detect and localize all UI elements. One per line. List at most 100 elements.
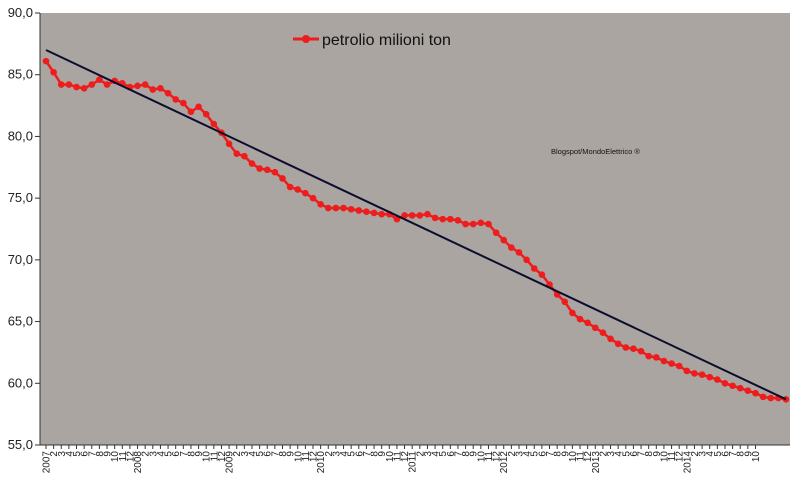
x-tick-label: 2011 [408, 451, 419, 473]
x-tick-label: 4 [156, 451, 167, 457]
data-point [439, 215, 447, 223]
data-point [530, 265, 538, 272]
data-point [88, 81, 96, 88]
x-tick-label: 11 [667, 451, 678, 462]
y-tick-label: 75,0 [8, 190, 33, 205]
x-tick-label: 2012 [499, 451, 510, 474]
x-tick-label: 5 [72, 451, 83, 457]
data-point [241, 152, 248, 160]
x-tick-label: 6 [354, 451, 365, 457]
x-tick-label: 5 [621, 451, 632, 457]
data-point [378, 210, 385, 218]
data-point [500, 236, 508, 244]
data-point [523, 256, 530, 264]
data-point [187, 108, 195, 116]
x-tick-label: 5 [347, 451, 358, 457]
y-tick-label: 60,0 [8, 375, 33, 390]
data-point [462, 220, 469, 228]
x-tick-label: 12 [583, 451, 594, 463]
data-point [622, 344, 630, 351]
data-point [42, 57, 50, 65]
x-tick-label: 11 [118, 451, 129, 462]
data-point [668, 360, 675, 367]
data-point [96, 76, 103, 83]
y-axis: 55,0 60,0 65,0 70,0 75,0 80,0 85,0 90,0 [8, 5, 41, 452]
x-tick-label: 9 [377, 451, 388, 457]
data-point [485, 220, 492, 228]
data-point [637, 347, 645, 355]
x-tick-label: 2 [507, 451, 518, 457]
x-tick-label: 12 [400, 451, 411, 463]
x-tick-label: 3 [240, 451, 251, 457]
data-point [263, 166, 271, 174]
x-tick-label: 7 [179, 451, 190, 457]
x-tick-label: 10 [659, 451, 670, 463]
data-point [309, 194, 317, 202]
x-tick-label: 3 [423, 451, 434, 457]
x-tick-label: 2010 [316, 451, 327, 474]
data-point [233, 150, 241, 158]
watermark-text: Blogspot/MondoElettrico ® [551, 147, 640, 156]
x-tick-label: 9 [560, 451, 571, 457]
data-point [149, 86, 157, 93]
data-point [80, 84, 88, 92]
series-layer [42, 49, 790, 403]
data-point [752, 389, 759, 397]
x-tick-label: 8 [95, 451, 106, 457]
data-point [324, 204, 332, 212]
legend-label: petrolio milioni ton [322, 32, 451, 49]
data-point [569, 309, 576, 317]
data-point [225, 140, 233, 148]
data-point [195, 103, 202, 111]
x-tick-label: 6 [629, 451, 640, 457]
data-point [347, 205, 355, 213]
data-point [164, 89, 172, 97]
y-tick-label: 70,0 [8, 252, 33, 267]
x-tick-label: 9 [103, 451, 114, 457]
x-tick-label: 11 [484, 451, 495, 462]
data-point [759, 393, 767, 401]
data-point [401, 212, 408, 219]
data-point [599, 329, 607, 336]
data-point [294, 186, 302, 193]
x-tick-label: 2 [141, 451, 152, 457]
x-tick-label: 6 [263, 451, 274, 457]
data-point [210, 120, 218, 128]
data-point [683, 367, 691, 375]
x-tick-label: 2 [690, 451, 701, 457]
data-point [721, 379, 729, 387]
data-point [454, 217, 462, 224]
x-tick-label: 8 [644, 451, 655, 457]
x-tick-label: 8 [186, 451, 197, 457]
data-point [645, 352, 652, 360]
data-point [469, 220, 477, 228]
x-tick-label: 6 [537, 451, 548, 457]
data-point [408, 212, 416, 219]
data-point [706, 373, 714, 381]
data-point [50, 68, 57, 76]
x-tick-label: 5 [438, 451, 449, 457]
data-point [675, 362, 683, 370]
x-tick-label: 8 [553, 451, 564, 457]
data-point [431, 214, 439, 222]
data-point [607, 335, 614, 343]
x-tick-label: 4 [247, 451, 258, 457]
x-tick-label: 2008 [133, 451, 144, 474]
data-point [157, 84, 164, 92]
data-point [729, 382, 736, 390]
x-tick-label: 12 [125, 451, 136, 463]
y-tick-label: 65,0 [8, 314, 33, 329]
data-point [767, 394, 775, 402]
plot-area [40, 13, 790, 445]
x-tick-label: 3 [514, 451, 525, 457]
data-point [416, 212, 424, 219]
x-tick-label: 12 [675, 451, 686, 463]
x-tick-label: 7 [637, 451, 648, 457]
x-tick-label: 5 [164, 451, 175, 457]
data-point [424, 210, 431, 218]
data-point [691, 370, 698, 377]
y-tick-label: 80,0 [8, 128, 33, 143]
x-tick-label: 10 [751, 451, 762, 463]
x-tick-label: 6 [80, 451, 91, 457]
